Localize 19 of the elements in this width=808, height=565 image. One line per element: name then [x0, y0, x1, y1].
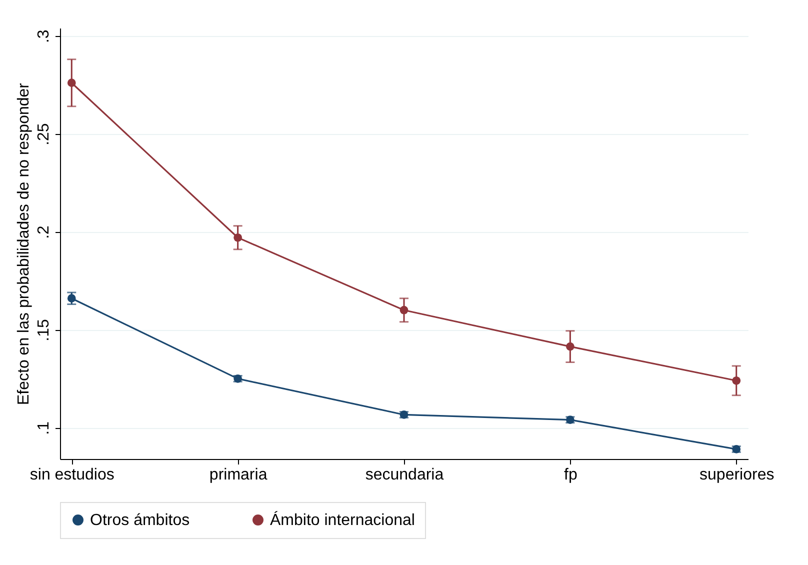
- x-tick-label: secundaria: [365, 466, 444, 484]
- legend-label: Ámbito internacional: [270, 511, 415, 529]
- point: [400, 306, 408, 314]
- point: [732, 376, 741, 385]
- y-tick-label: .2: [36, 225, 52, 239]
- y-tick-label: .25: [36, 123, 52, 146]
- point: [67, 294, 76, 303]
- x-tick-label: primaria: [209, 466, 268, 484]
- legend-label: Otros ámbitos: [90, 512, 190, 529]
- x-tick-label: superiores: [700, 466, 774, 484]
- y-tick-label: .15: [36, 318, 52, 342]
- point: [67, 78, 76, 88]
- y-axis-title: Efecto en las probabilidades de no responder: [16, 82, 32, 405]
- x-tick-label: sin estudios: [30, 466, 114, 484]
- y-tick-label: .1: [36, 421, 52, 435]
- x-tick-label: fp: [564, 466, 578, 484]
- y-tick-label: .3: [36, 30, 52, 44]
- point: [234, 233, 242, 242]
- point: [566, 342, 574, 351]
